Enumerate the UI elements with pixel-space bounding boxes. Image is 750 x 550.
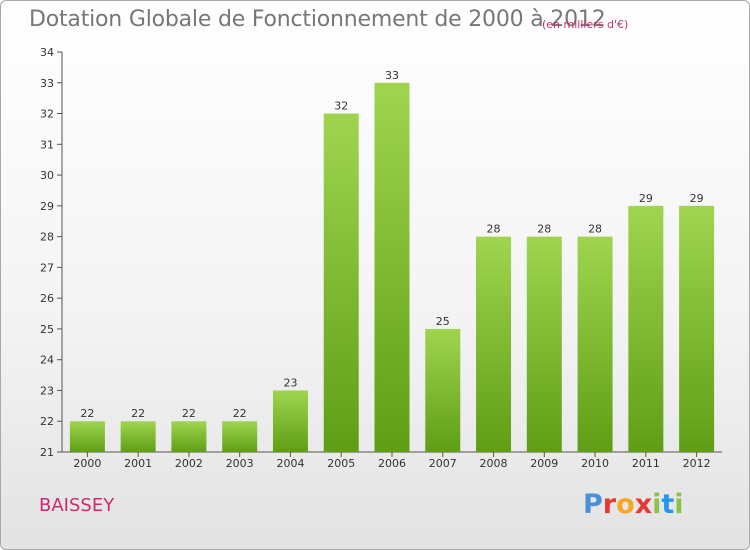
bar bbox=[171, 421, 207, 452]
x-tick-label: 2007 bbox=[429, 457, 457, 470]
y-tick-label: 29 bbox=[40, 200, 54, 213]
bar bbox=[69, 421, 105, 452]
data-label: 33 bbox=[385, 69, 399, 82]
y-tick-label: 26 bbox=[40, 292, 54, 305]
x-tick-label: 2010 bbox=[581, 457, 609, 470]
data-label: 25 bbox=[436, 315, 450, 328]
bar bbox=[120, 421, 156, 452]
data-label: 23 bbox=[283, 376, 297, 389]
x-tick-label: 2005 bbox=[327, 457, 355, 470]
bar bbox=[476, 236, 512, 452]
x-tick-label: 2002 bbox=[175, 457, 203, 470]
data-label: 22 bbox=[233, 407, 247, 420]
logo-letter: o bbox=[616, 489, 635, 520]
data-label: 32 bbox=[334, 100, 348, 113]
y-tick-label: 27 bbox=[40, 261, 54, 274]
bar bbox=[323, 113, 359, 453]
logo-letter: r bbox=[602, 489, 617, 520]
chart-title: Dotation Globale de Fonctionnement de 20… bbox=[29, 7, 606, 32]
bar bbox=[425, 328, 461, 452]
y-tick-label: 21 bbox=[40, 446, 54, 459]
x-tick-label: 2009 bbox=[530, 457, 558, 470]
bar bbox=[272, 390, 308, 452]
y-tick-label: 25 bbox=[40, 323, 54, 336]
logo-letter: t bbox=[661, 489, 675, 520]
bar bbox=[526, 236, 562, 452]
y-tick-label: 24 bbox=[40, 354, 54, 367]
logo-letter: i bbox=[674, 489, 684, 520]
x-tick-label: 2000 bbox=[73, 457, 101, 470]
x-tick-label: 2008 bbox=[480, 457, 508, 470]
data-label: 29 bbox=[639, 192, 653, 205]
y-tick-label: 28 bbox=[40, 231, 54, 244]
bar bbox=[222, 421, 258, 452]
data-label: 22 bbox=[131, 407, 145, 420]
y-tick-label: 23 bbox=[40, 384, 54, 397]
x-tick-label: 2004 bbox=[276, 457, 304, 470]
logo-letter: x bbox=[634, 489, 653, 520]
bar bbox=[628, 205, 664, 452]
data-label: 28 bbox=[487, 223, 501, 236]
x-tick-label: 2011 bbox=[632, 457, 660, 470]
logo-letter: i bbox=[652, 489, 662, 520]
data-label: 22 bbox=[182, 407, 196, 420]
y-tick-label: 34 bbox=[40, 46, 54, 59]
x-tick-label: 2012 bbox=[683, 457, 711, 470]
data-label: 29 bbox=[690, 192, 704, 205]
y-tick-label: 33 bbox=[40, 77, 54, 90]
chart-subtitle: (en milliers d'€) bbox=[542, 18, 629, 31]
bar bbox=[679, 205, 715, 452]
x-tick-label: 2001 bbox=[124, 457, 152, 470]
y-tick-label: 32 bbox=[40, 108, 54, 121]
bar bbox=[374, 82, 410, 453]
bar bbox=[577, 236, 613, 452]
y-tick-label: 31 bbox=[40, 138, 54, 151]
proxiti-logo: Proxiti bbox=[583, 489, 684, 520]
logo-letter: P bbox=[583, 489, 603, 520]
x-tick-label: 2006 bbox=[378, 457, 406, 470]
data-label: 28 bbox=[588, 223, 602, 236]
place-name: BAISSEY bbox=[39, 495, 115, 516]
y-tick-label: 22 bbox=[40, 415, 54, 428]
data-label: 28 bbox=[537, 223, 551, 236]
x-tick-label: 2003 bbox=[226, 457, 254, 470]
data-label: 22 bbox=[80, 407, 94, 420]
y-tick-label: 30 bbox=[40, 169, 54, 182]
